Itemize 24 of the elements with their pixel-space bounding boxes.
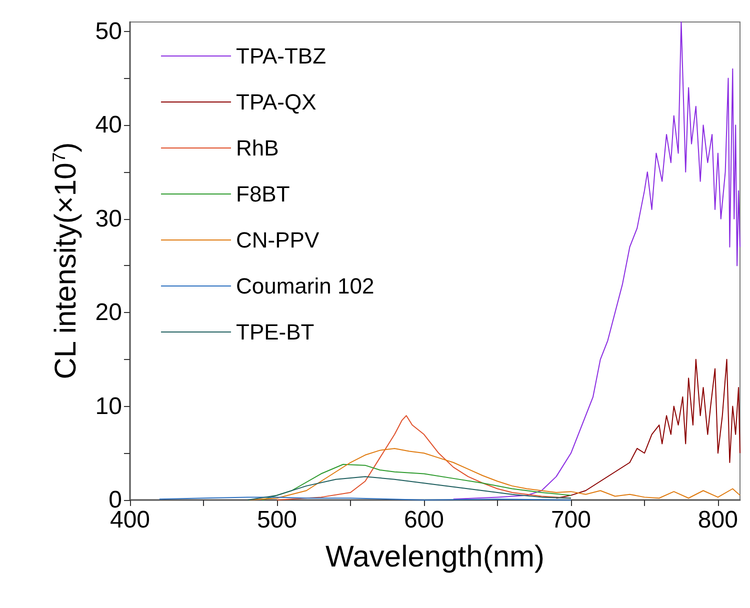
legend-label: TPA-TBZ [236,44,326,68]
line-series [247,476,572,500]
legend-label: CN-PPV [236,228,320,252]
line-series [556,358,740,499]
line-series [452,22,740,500]
y-tick-label: 50 [95,18,122,45]
x-tick-label: 400 [110,506,150,534]
legend-label: RhB [236,136,279,160]
legend-label: TPA-QX [236,90,317,114]
y-tick-label: 30 [95,205,122,232]
y-axis-title: CL intensity(×107) [49,142,82,380]
x-tick-label: 500 [256,506,298,534]
y-tick-label: 40 [95,112,122,139]
legend-label: F8BT [236,182,290,206]
x-tick-label: 800 [698,506,738,534]
x-tick-label: 700 [550,506,591,534]
x-axis-title: Wavelength(nm) [326,540,544,574]
x-tick-label: 600 [404,506,444,534]
y-tick-label: 10 [95,392,122,420]
line-series [247,448,740,500]
y-tick-label: 20 [95,299,122,326]
line-series [262,464,572,500]
legend-label: TPE-BT [236,320,314,344]
legend-label: Coumarin 102 [236,274,374,298]
